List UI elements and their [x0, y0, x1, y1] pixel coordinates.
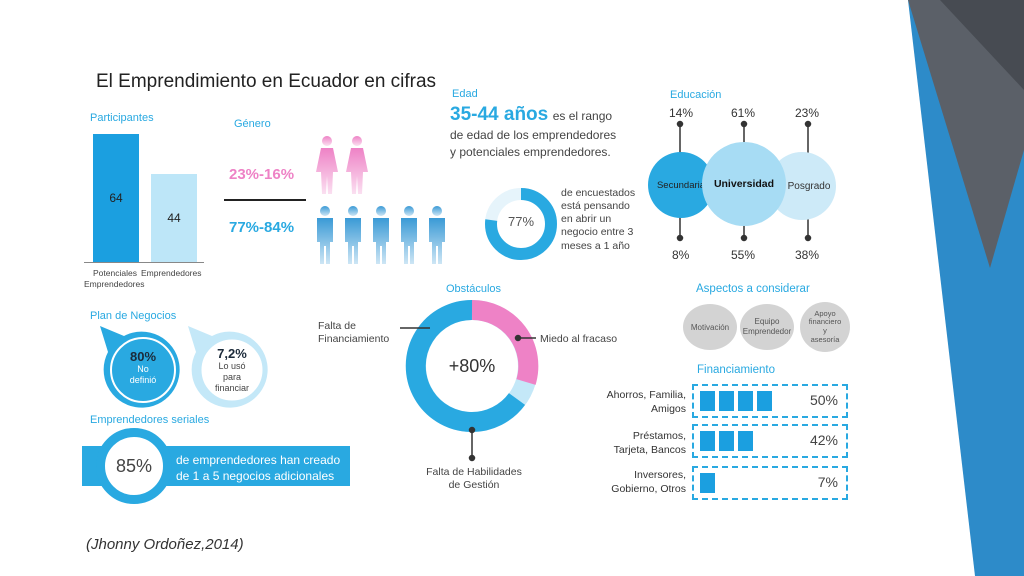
obstaculo-habilidades: Falta de Habilidades de Gestión	[426, 466, 522, 492]
educacion-universidad: Universidad	[702, 142, 786, 226]
aspecto-apoyo: Apoyo financiero y asesoría	[800, 302, 850, 352]
obstaculos-heading: Obstáculos	[446, 283, 502, 295]
fin-row-ahorros: 50%	[692, 384, 848, 418]
educacion-bottom-1: 8%	[672, 248, 690, 262]
fin-pct-3: 7%	[817, 474, 838, 490]
edad-text-3: y potenciales emprendedores.	[450, 145, 611, 159]
edad-range: 35-44 años	[450, 104, 549, 125]
plan-a: 80% No definió	[129, 349, 157, 385]
edad-range-line: 35-44 años es el rango	[450, 104, 612, 126]
female-figure-icon	[346, 136, 368, 194]
slide-decoration	[908, 0, 1024, 576]
bar-potenciales: 64	[93, 134, 139, 262]
fin-label-2: Préstamos, Tarjeta, Bancos	[613, 430, 686, 457]
obstaculo-financiamiento: Falta de Financiamiento	[318, 320, 390, 346]
citation: (Jhonny Ordoñez,2014)	[86, 536, 244, 553]
obstaculo-miedo: Miedo al fracaso	[540, 333, 618, 345]
obstaculos-center: +80%	[448, 356, 496, 376]
aspectos-heading: Aspectos a considerar	[696, 283, 810, 295]
female-pct: 23%-16%	[229, 166, 295, 183]
plan-b: 7,2% Lo usó para financiar	[214, 346, 250, 393]
edad-donut-label: 77%	[507, 214, 535, 229]
fin-row-inversores: 7%	[692, 466, 848, 500]
bar-emprendedores: 44	[151, 174, 197, 262]
edad-text-1: es el rango	[552, 109, 613, 123]
edad-heading: Edad	[452, 88, 478, 100]
aspecto-motivacion: Motivación	[683, 304, 737, 350]
fin-row-prestamos: 42%	[692, 424, 848, 458]
female-figure-icon	[316, 136, 338, 194]
aspecto-equipo: Equipo Emprendedor	[740, 304, 794, 350]
bar-emprendedores-value: 44	[167, 211, 181, 225]
edad-donut	[485, 188, 557, 260]
fin-label-1: Ahorros, Familia, Amigos	[606, 389, 686, 416]
plan-bubbles	[100, 326, 268, 408]
educacion-heading: Educación	[670, 89, 722, 101]
educacion-top-2: 61%	[731, 106, 756, 120]
bar-emprendedores-label: Emprendedores	[141, 268, 202, 278]
educacion-top-1: 14%	[669, 106, 694, 120]
plan-heading: Plan de Negocios	[90, 310, 177, 322]
educacion-bottom-3: 38%	[795, 248, 820, 262]
obstaculos-donut	[400, 299, 539, 462]
educacion-top-3: 23%	[795, 106, 820, 120]
genero-divider	[224, 199, 306, 201]
page-title: El Emprendimiento en Ecuador en cifras	[96, 71, 437, 92]
male-pct: 77%-84%	[229, 219, 295, 236]
participantes-axis	[84, 262, 204, 263]
bar-potenciales-value: 64	[109, 191, 123, 205]
seriales-text: de emprendedores han creado de 1 a 5 neg…	[176, 453, 341, 484]
fin-pct-1: 50%	[809, 392, 838, 408]
gender-figures	[316, 136, 445, 264]
educacion-bottom-2: 55%	[731, 248, 756, 262]
fin-pct-2: 42%	[809, 432, 838, 448]
participantes-heading: Participantes	[90, 112, 154, 124]
bar-potenciales-label: Potenciales Emprendedores	[84, 268, 145, 290]
fin-label-3: Inversores, Gobierno, Otros	[611, 469, 686, 496]
edad-text-2: de edad de los emprendedores	[450, 128, 617, 142]
financiamiento-heading: Financiamiento	[697, 364, 775, 376]
genero-heading: Género	[234, 118, 271, 130]
edad-description: de encuestados está pensando en abrir un…	[561, 187, 636, 252]
seriales-circle: 85%	[96, 428, 172, 504]
seriales-heading: Emprendedores seriales	[90, 414, 210, 426]
